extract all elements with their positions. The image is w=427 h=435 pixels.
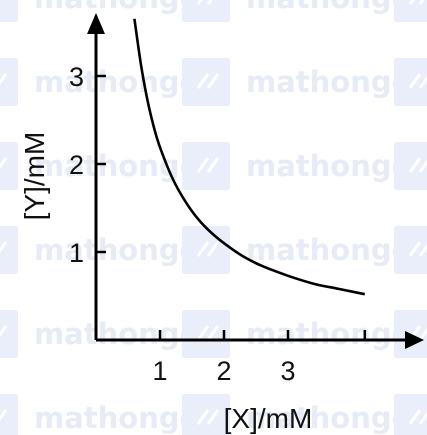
data-curve — [133, 18, 366, 296]
x-tick-label-2: 2 — [216, 356, 231, 386]
y-axis-title: [Y]/mM — [19, 132, 50, 221]
y-tick-label-3: 3 — [69, 62, 84, 92]
y-tick-label-2: 2 — [69, 150, 84, 180]
y-axis-arrow-icon — [87, 13, 105, 34]
x-axis-arrow-icon — [405, 331, 424, 349]
axis-ticks: 1 2 3 1 2 3 — [69, 62, 367, 386]
x-tick-label-3: 3 — [280, 356, 295, 386]
x-axis-title: [X]/mM — [224, 403, 313, 434]
y-tick-label-1: 1 — [69, 238, 84, 268]
x-tick-label-1: 1 — [152, 356, 167, 386]
